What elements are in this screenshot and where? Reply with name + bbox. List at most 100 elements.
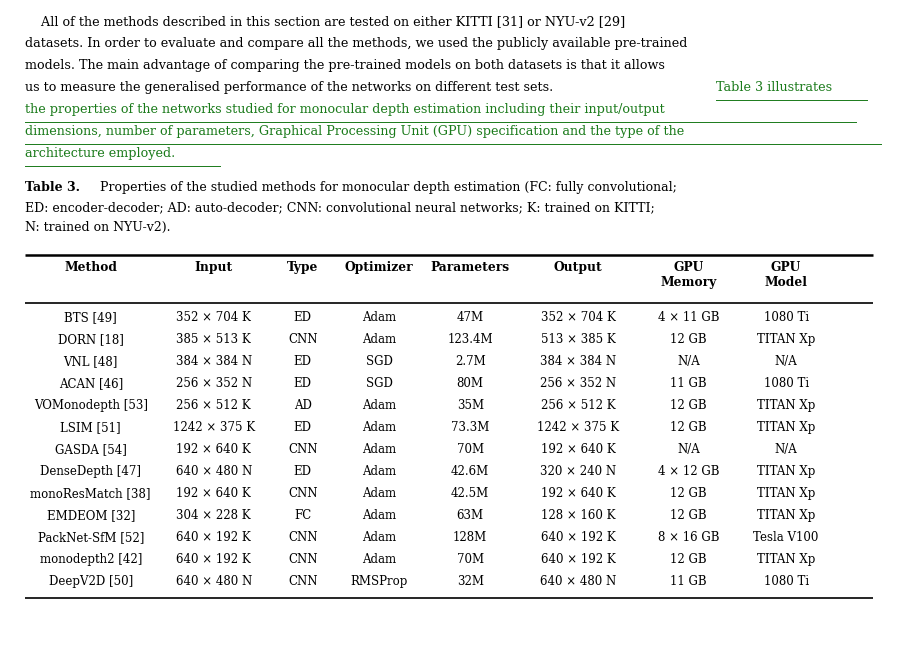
Text: ED: ED <box>294 355 312 368</box>
Text: 640 × 192 K: 640 × 192 K <box>541 553 616 566</box>
Text: the properties of the networks studied for monocular depth estimation including : the properties of the networks studied f… <box>25 103 665 116</box>
Text: N/A: N/A <box>775 443 797 456</box>
Text: ED: ED <box>294 421 312 434</box>
Text: PackNet-SfM [52]: PackNet-SfM [52] <box>38 531 144 544</box>
Text: 640 × 480 N: 640 × 480 N <box>175 465 251 478</box>
Text: ED: ED <box>294 465 312 478</box>
Text: 256 × 512 K: 256 × 512 K <box>176 399 251 412</box>
Text: 256 × 512 K: 256 × 512 K <box>541 399 616 412</box>
Text: 12 GB: 12 GB <box>670 333 707 346</box>
Text: ACAN [46]: ACAN [46] <box>58 377 123 390</box>
Text: ED: encoder-decoder; AD: auto-decoder; CNN: convolutional neural networks; K: tr: ED: encoder-decoder; AD: auto-decoder; C… <box>25 201 655 214</box>
Text: TITAN Xp: TITAN Xp <box>757 421 815 434</box>
Text: Input: Input <box>195 261 233 274</box>
Text: 4 × 12 GB: 4 × 12 GB <box>658 465 719 478</box>
Text: Adam: Adam <box>362 421 396 434</box>
Text: 8 × 16 GB: 8 × 16 GB <box>658 531 719 544</box>
Text: CNN: CNN <box>288 487 318 500</box>
Text: datasets. In order to evaluate and compare all the methods, we used the publicly: datasets. In order to evaluate and compa… <box>25 37 687 50</box>
Text: 256 × 352 N: 256 × 352 N <box>176 377 251 390</box>
Text: 256 × 352 N: 256 × 352 N <box>541 377 616 390</box>
Text: Optimizer: Optimizer <box>345 261 413 274</box>
Text: Adam: Adam <box>362 487 396 500</box>
Text: Adam: Adam <box>362 465 396 478</box>
Text: TITAN Xp: TITAN Xp <box>757 553 815 566</box>
Text: Table 3.: Table 3. <box>25 181 80 194</box>
Text: 352 × 704 K: 352 × 704 K <box>176 311 251 324</box>
Text: Adam: Adam <box>362 333 396 346</box>
Text: 42.5M: 42.5M <box>451 487 489 500</box>
Text: 1080 Ti: 1080 Ti <box>763 377 808 390</box>
Text: models. The main advantage of comparing the pre-trained models on both datasets : models. The main advantage of comparing … <box>25 59 665 72</box>
Text: ED: ED <box>294 311 312 324</box>
Text: BTS [49]: BTS [49] <box>65 311 117 324</box>
Text: GPU
Memory: GPU Memory <box>660 261 717 289</box>
Text: 640 × 480 N: 640 × 480 N <box>541 575 616 588</box>
Text: 4 × 11 GB: 4 × 11 GB <box>658 311 719 324</box>
Text: 1242 × 375 K: 1242 × 375 K <box>172 421 255 434</box>
Text: TITAN Xp: TITAN Xp <box>757 399 815 412</box>
Text: 385 × 513 K: 385 × 513 K <box>176 333 251 346</box>
Text: 384 × 384 N: 384 × 384 N <box>176 355 251 368</box>
Text: 11 GB: 11 GB <box>670 575 707 588</box>
Text: 640 × 192 K: 640 × 192 K <box>176 553 251 566</box>
Text: monoResMatch [38]: monoResMatch [38] <box>31 487 151 500</box>
Text: us to measure the generalised performance of the networks on different test sets: us to measure the generalised performanc… <box>25 81 558 94</box>
Text: 2.7M: 2.7M <box>454 355 486 368</box>
Text: 70M: 70M <box>457 443 484 456</box>
Text: 35M: 35M <box>457 399 484 412</box>
Text: Parameters: Parameters <box>431 261 510 274</box>
Text: 513 × 385 K: 513 × 385 K <box>541 333 616 346</box>
Text: CNN: CNN <box>288 575 318 588</box>
Text: EMDEOM [32]: EMDEOM [32] <box>47 509 135 522</box>
Text: TITAN Xp: TITAN Xp <box>757 465 815 478</box>
Text: 12 GB: 12 GB <box>670 399 707 412</box>
Text: TITAN Xp: TITAN Xp <box>757 487 815 500</box>
Text: DenseDepth [47]: DenseDepth [47] <box>40 465 141 478</box>
Text: Adam: Adam <box>362 311 396 324</box>
Text: 70M: 70M <box>457 553 484 566</box>
Text: 352 × 704 K: 352 × 704 K <box>541 311 616 324</box>
Text: CNN: CNN <box>288 443 318 456</box>
Text: 123.4M: 123.4M <box>447 333 493 346</box>
Text: 192 × 640 K: 192 × 640 K <box>176 487 251 500</box>
Text: CNN: CNN <box>288 333 318 346</box>
Text: N/A: N/A <box>775 355 797 368</box>
Text: 12 GB: 12 GB <box>670 509 707 522</box>
Text: N: trained on NYU-v2).: N: trained on NYU-v2). <box>25 221 171 234</box>
Text: 32M: 32M <box>457 575 484 588</box>
Text: 42.6M: 42.6M <box>451 465 489 478</box>
Text: 80M: 80M <box>457 377 484 390</box>
Text: 304 × 228 K: 304 × 228 K <box>176 509 251 522</box>
Text: 12 GB: 12 GB <box>670 421 707 434</box>
Text: VNL [48]: VNL [48] <box>64 355 118 368</box>
Text: 640 × 480 N: 640 × 480 N <box>175 575 251 588</box>
Text: TITAN Xp: TITAN Xp <box>757 509 815 522</box>
Text: 384 × 384 N: 384 × 384 N <box>541 355 616 368</box>
Text: Adam: Adam <box>362 399 396 412</box>
Text: 1080 Ti: 1080 Ti <box>763 575 808 588</box>
Text: Adam: Adam <box>362 531 396 544</box>
Text: GASDA [54]: GASDA [54] <box>55 443 127 456</box>
Text: architecture employed.: architecture employed. <box>25 147 175 160</box>
Text: TITAN Xp: TITAN Xp <box>757 333 815 346</box>
Text: 73.3M: 73.3M <box>451 421 489 434</box>
Text: 192 × 640 K: 192 × 640 K <box>541 487 616 500</box>
Text: dimensions, number of parameters, Graphical Processing Unit (GPU) specification : dimensions, number of parameters, Graphi… <box>25 125 684 138</box>
Text: 320 × 240 N: 320 × 240 N <box>541 465 616 478</box>
Text: Tesla V100: Tesla V100 <box>753 531 819 544</box>
Text: CNN: CNN <box>288 531 318 544</box>
Text: 12 GB: 12 GB <box>670 553 707 566</box>
Text: 192 × 640 K: 192 × 640 K <box>541 443 616 456</box>
Text: 63M: 63M <box>457 509 484 522</box>
Text: 1242 × 375 K: 1242 × 375 K <box>537 421 620 434</box>
Text: 640 × 192 K: 640 × 192 K <box>541 531 616 544</box>
Text: Adam: Adam <box>362 443 396 456</box>
Text: 12 GB: 12 GB <box>670 487 707 500</box>
Text: LSIM [51]: LSIM [51] <box>60 421 121 434</box>
Text: 1080 Ti: 1080 Ti <box>763 311 808 324</box>
Text: All of the methods described in this section are tested on either KITTI [31] or : All of the methods described in this sec… <box>25 15 625 28</box>
Text: VOMonodepth [53]: VOMonodepth [53] <box>34 399 147 412</box>
Text: 47M: 47M <box>457 311 484 324</box>
Text: CNN: CNN <box>288 553 318 566</box>
